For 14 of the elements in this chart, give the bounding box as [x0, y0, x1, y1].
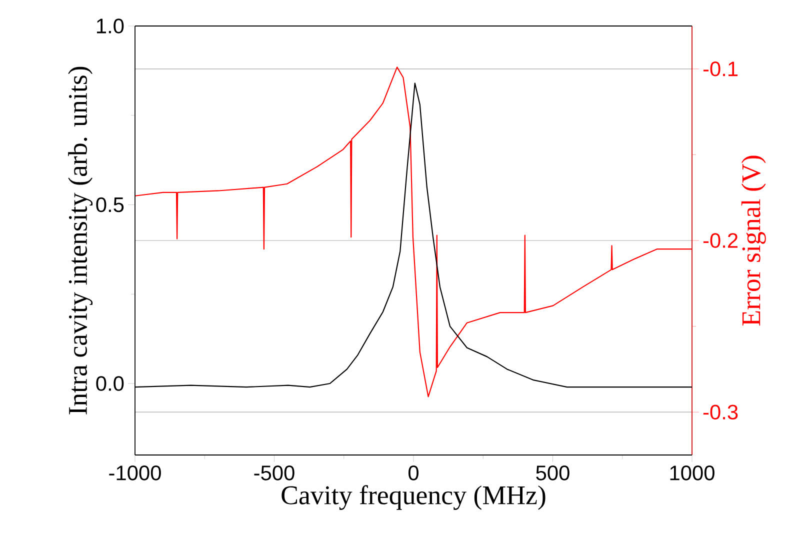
- x-tick-label: -1000: [109, 466, 161, 480]
- y2-axis-title: Error signal (V): [741, 156, 766, 326]
- x-axis-title: Cavity frequency (MHz): [282, 485, 546, 510]
- x-tick-label: 0: [408, 466, 418, 480]
- x-tick-label: 1000: [670, 466, 714, 480]
- y-tick-label: 0.0: [96, 376, 124, 391]
- y-axis-title: Intra cavity intensity (arb. units): [68, 66, 93, 414]
- x-tick-label: -500: [254, 466, 294, 480]
- y-tick-label: 1.0: [96, 18, 124, 34]
- y2-tick-label: -0.2: [703, 233, 738, 248]
- y2-tick-label: -0.1: [703, 61, 738, 76]
- y-tick-label: 0.5: [96, 197, 124, 212]
- x-tick-label: 500: [536, 466, 570, 480]
- y2-tick-label: -0.3: [703, 404, 738, 420]
